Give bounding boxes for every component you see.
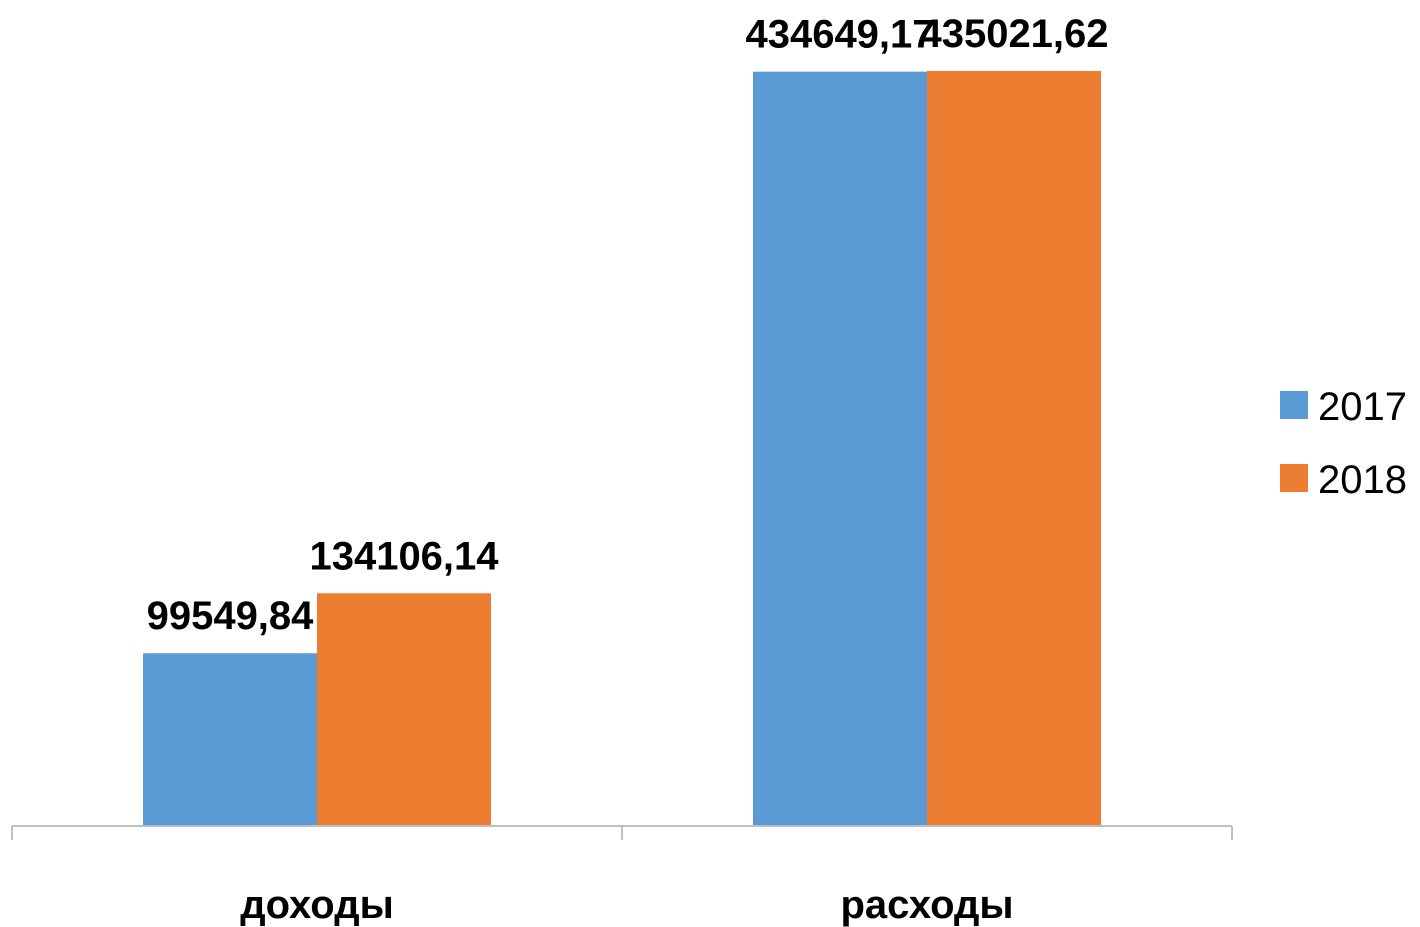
bar-2017-2 bbox=[753, 71, 927, 826]
legend-swatch-2018 bbox=[1280, 464, 1308, 492]
category-labels-group: доходы расходы bbox=[240, 883, 1013, 927]
category-label-1: доходы bbox=[240, 883, 394, 927]
data-label-2017-1: 99549,84 bbox=[147, 594, 315, 638]
legend: 2017 2018 bbox=[1280, 385, 1407, 502]
legend-label-2018: 2018 bbox=[1318, 458, 1407, 502]
legend-label-2017: 2017 bbox=[1318, 385, 1407, 429]
legend-swatch-2017 bbox=[1280, 391, 1308, 419]
bar-2018-2 bbox=[927, 71, 1101, 826]
bar-2017-1 bbox=[143, 653, 317, 826]
data-label-2018-2: 435021,62 bbox=[919, 12, 1108, 56]
bars-group bbox=[143, 71, 1101, 826]
x-axis bbox=[11, 825, 1233, 840]
category-label-2: расходы bbox=[840, 883, 1013, 927]
data-label-2017-2: 434649,17 bbox=[745, 13, 934, 57]
data-label-2018-1: 134106,14 bbox=[309, 534, 499, 578]
bar-2018-1 bbox=[317, 593, 491, 826]
